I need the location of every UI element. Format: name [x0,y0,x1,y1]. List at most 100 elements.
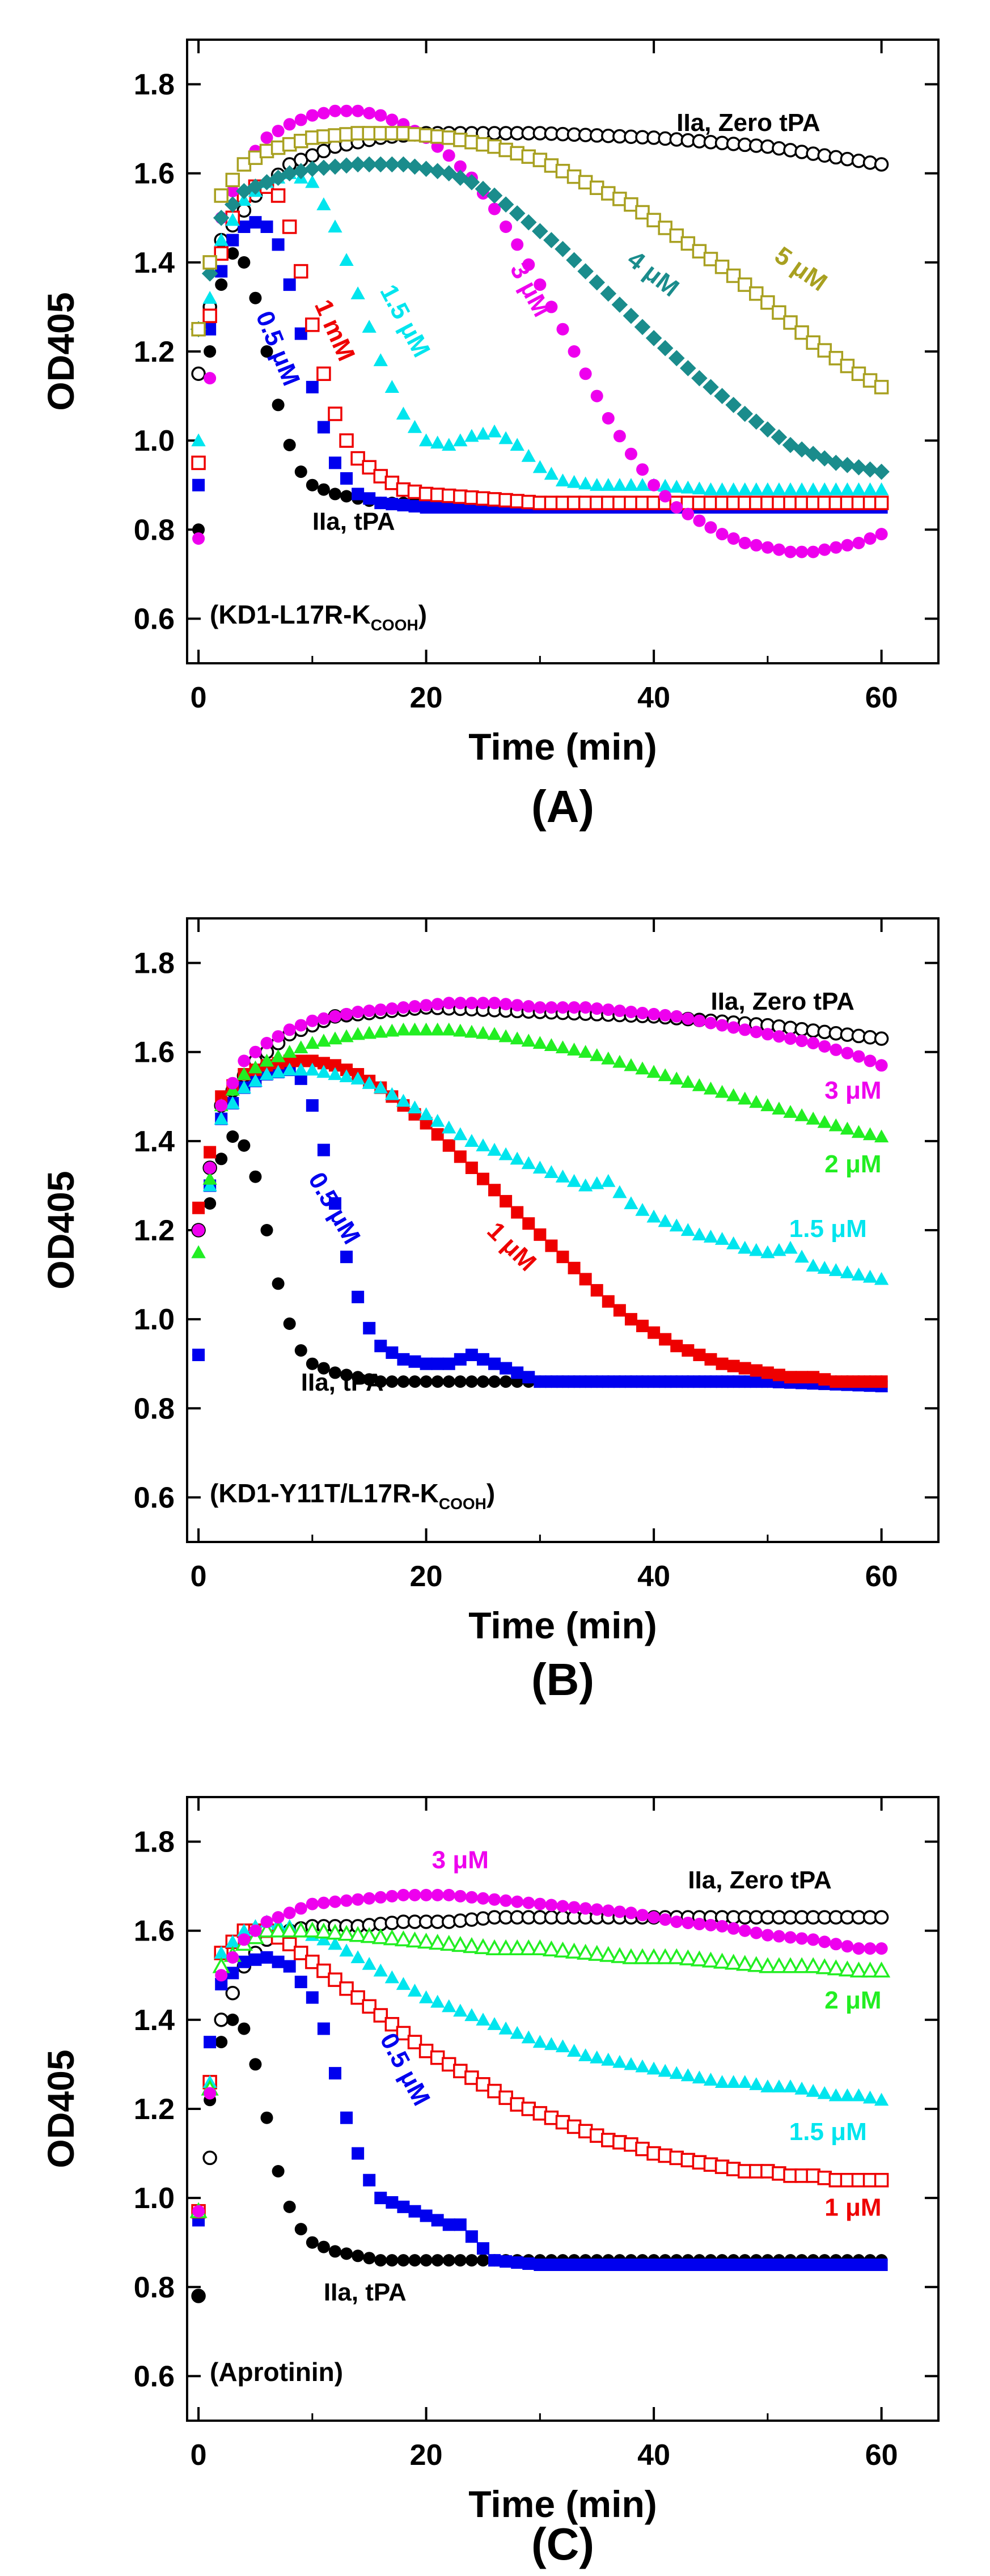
data-point [862,482,878,495]
data-point [590,1002,603,1015]
data-point [545,1239,558,1252]
data-point [429,1934,447,1950]
data-point [500,1894,513,1907]
data-point [670,2259,683,2271]
data-point [202,255,217,270]
data-point-baseline [192,1224,205,1236]
data-point [204,2087,217,2100]
data-point [328,2067,341,2080]
data-point [431,2254,444,2267]
data-point [373,353,388,366]
data-point [668,350,685,367]
panel-label: (C) [531,2519,594,2569]
data-point [727,1375,740,1388]
data-point [852,536,865,549]
data-point [611,296,628,313]
data-point [851,482,866,495]
data-point [442,1357,455,1370]
data-point [316,197,331,210]
data-point [225,1096,240,1109]
data-point [556,1001,569,1014]
data-point [340,490,353,503]
data-point [328,2245,341,2258]
data-point [282,219,297,234]
data-point [624,2259,637,2271]
data-point [760,482,775,495]
data-point [874,1910,889,1925]
data-point [807,2259,820,2271]
series-5 [191,1062,889,1285]
data-point [624,1006,637,1018]
data-point [579,367,592,380]
data-point [704,1353,717,1366]
data-point [670,501,683,514]
data-point [249,1170,262,1183]
data-point [465,1349,478,1361]
data-point [817,343,832,358]
y-tick-label: 1.4 [134,2004,175,2037]
data-point [294,1040,308,1053]
data-point [340,472,353,485]
data-point [749,1095,764,1108]
data-point [488,2254,501,2267]
data-point [840,151,855,167]
data-point [669,480,684,493]
data-point [727,2259,740,2271]
series-label: IIa, Zero tPA [710,988,854,1015]
data-point [454,997,467,1010]
data-point [283,1960,296,1973]
data-point [362,1999,376,2014]
data-point [248,1060,263,1074]
data-point [522,1896,535,1909]
data-point [316,1033,331,1047]
data-point [396,406,411,420]
data-point [215,1099,228,1112]
data-point [714,259,730,274]
data-point [555,473,570,486]
data-point [828,150,844,165]
data-point [839,457,856,473]
data-point [294,1946,308,1960]
data-point [259,1053,274,1067]
data-point [408,500,421,513]
data-point [534,278,547,291]
series-label: 2 μM [824,1150,881,1178]
data-point [818,543,831,556]
data-point [840,358,855,374]
data-point [817,2086,832,2099]
data-point [613,1005,626,1018]
data-point [521,448,536,462]
data-point [875,1375,888,1388]
data-point [716,528,729,541]
data-point [682,2259,695,2271]
inhibitor-name: (KD1-Y11T/L17R-K [210,1478,439,1508]
chart-panel-1: 0.6 0.8 1.0 1.2 1.4 1.6 1.8 0 20 40 60 Time (min) OD… [40,39,940,832]
data-point [544,467,559,480]
data-point [202,308,217,323]
data-point [374,2192,387,2205]
data-point [579,1902,592,1915]
series-label: IIa, tPA [324,2278,407,2306]
data-point [272,1911,285,1924]
data-point [828,1118,843,1132]
data-point [602,412,615,425]
data-point [363,492,376,505]
data-point [442,997,455,1010]
data-point [328,1366,341,1379]
data-point [304,160,321,177]
y-tick-label: 1.8 [134,947,175,980]
data-point [806,482,820,495]
data-point [783,1105,798,1118]
series-label: 4 μM [622,245,684,302]
data-point [431,1375,444,1388]
data-point [465,2254,478,2267]
data-point [465,1162,478,1174]
data-point [624,1906,637,1920]
data-point [442,1120,456,1134]
series-label: 0.5 μM [374,2028,435,2110]
data-point [704,1375,717,1388]
data-point [806,1259,820,1272]
data-point [613,1375,626,1388]
data-point [338,157,355,174]
data-point [636,2259,649,2271]
